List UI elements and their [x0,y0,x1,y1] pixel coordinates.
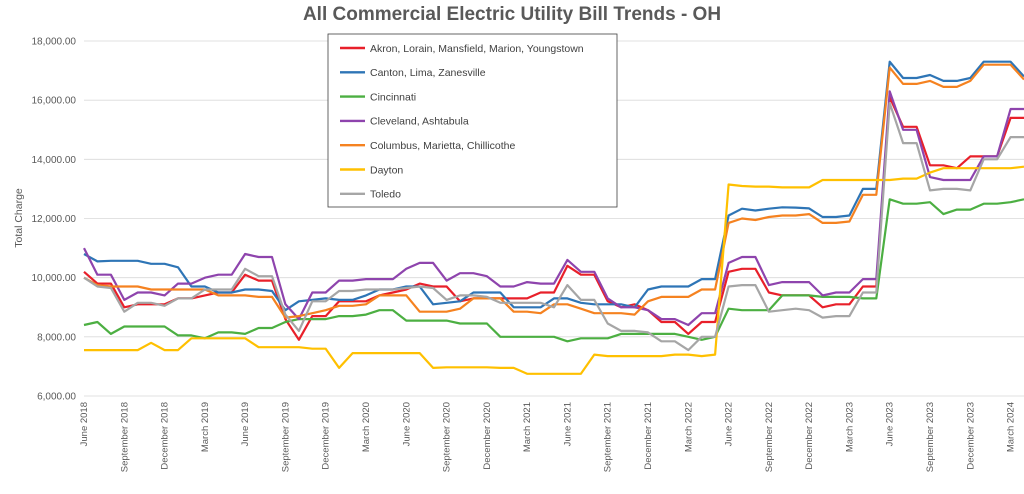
chart-title: All Commercial Electric Utility Bill Tre… [302,4,722,25]
y-tick-label: 6,000.00 [37,392,76,403]
x-tick-label: September 2022 [764,402,775,472]
x-axis-ticks: June 2018 September 2018 December 2018 Marc… [79,402,1017,472]
x-tick-label: June 2021 [562,402,573,446]
series-line [83,63,1024,319]
legend-entry: Cleveland, Ashtabula [370,116,469,128]
x-tick-label: June 2018 [79,402,90,446]
x-tick-label: December 2022 [804,402,815,470]
series-line [83,101,1024,352]
x-tick-label: March 2024 [1006,402,1017,452]
x-tick-label: December 2019 [321,402,332,470]
series-line [83,90,1024,327]
y-tick-label: 10,000.00 [32,273,77,284]
x-tick-label: March 2021 [522,402,533,452]
legend-box [327,33,618,208]
legend-entry: Canton, Lima, Zanesville [370,67,486,79]
x-tick-label: June 2022 [724,402,735,446]
series-line [83,60,1024,312]
y-axis-label: Total Charge [13,188,25,248]
series-line [83,198,1024,343]
x-tick-label: March 2020 [361,402,372,452]
x-tick-label: March 2023 [844,402,855,452]
y-tick-label: 14,000.00 [32,155,77,166]
x-tick-label: September 2023 [925,402,936,472]
legend-entry: Toledo [370,189,401,201]
x-tick-label: December 2018 [160,402,171,470]
x-tick-label: September 2019 [280,402,291,472]
y-axis-ticks: 6,000.00 8,000.00 10,000.00 12,000.00 14,000… [32,37,77,403]
x-tick-label: June 2020 [401,402,412,446]
x-tick-label: June 2023 [885,402,896,446]
x-tick-label: September 2021 [603,402,614,472]
legend-entry: Columbus, Marietta, Chillicothe [370,140,515,152]
series-line [84,165,1024,375]
x-tick-label: September 2020 [442,402,453,472]
legend: Akron, Lorain, Mansfield, Marion, Youngs… [327,33,618,208]
legend-entry: Cincinnati [370,91,416,103]
x-tick-label: December 2021 [643,402,654,470]
y-tick-label: 18,000.00 [32,37,77,48]
y-tick-label: 16,000.00 [32,96,77,107]
legend-entry: Dayton [370,164,403,176]
series-lines [83,60,1024,375]
x-tick-label: June 2019 [240,402,251,446]
legend-entry: Akron, Lorain, Mansfield, Marion, Youngs… [370,43,584,55]
x-tick-label: March 2022 [683,402,694,452]
x-tick-label: December 2023 [965,402,976,470]
y-tick-label: 12,000.00 [32,214,77,225]
x-tick-label: September 2018 [119,402,130,472]
x-tick-label: December 2020 [482,402,493,470]
x-tick-label: March 2019 [200,402,211,452]
series-line [83,96,1024,341]
y-tick-label: 8,000.00 [37,332,76,343]
